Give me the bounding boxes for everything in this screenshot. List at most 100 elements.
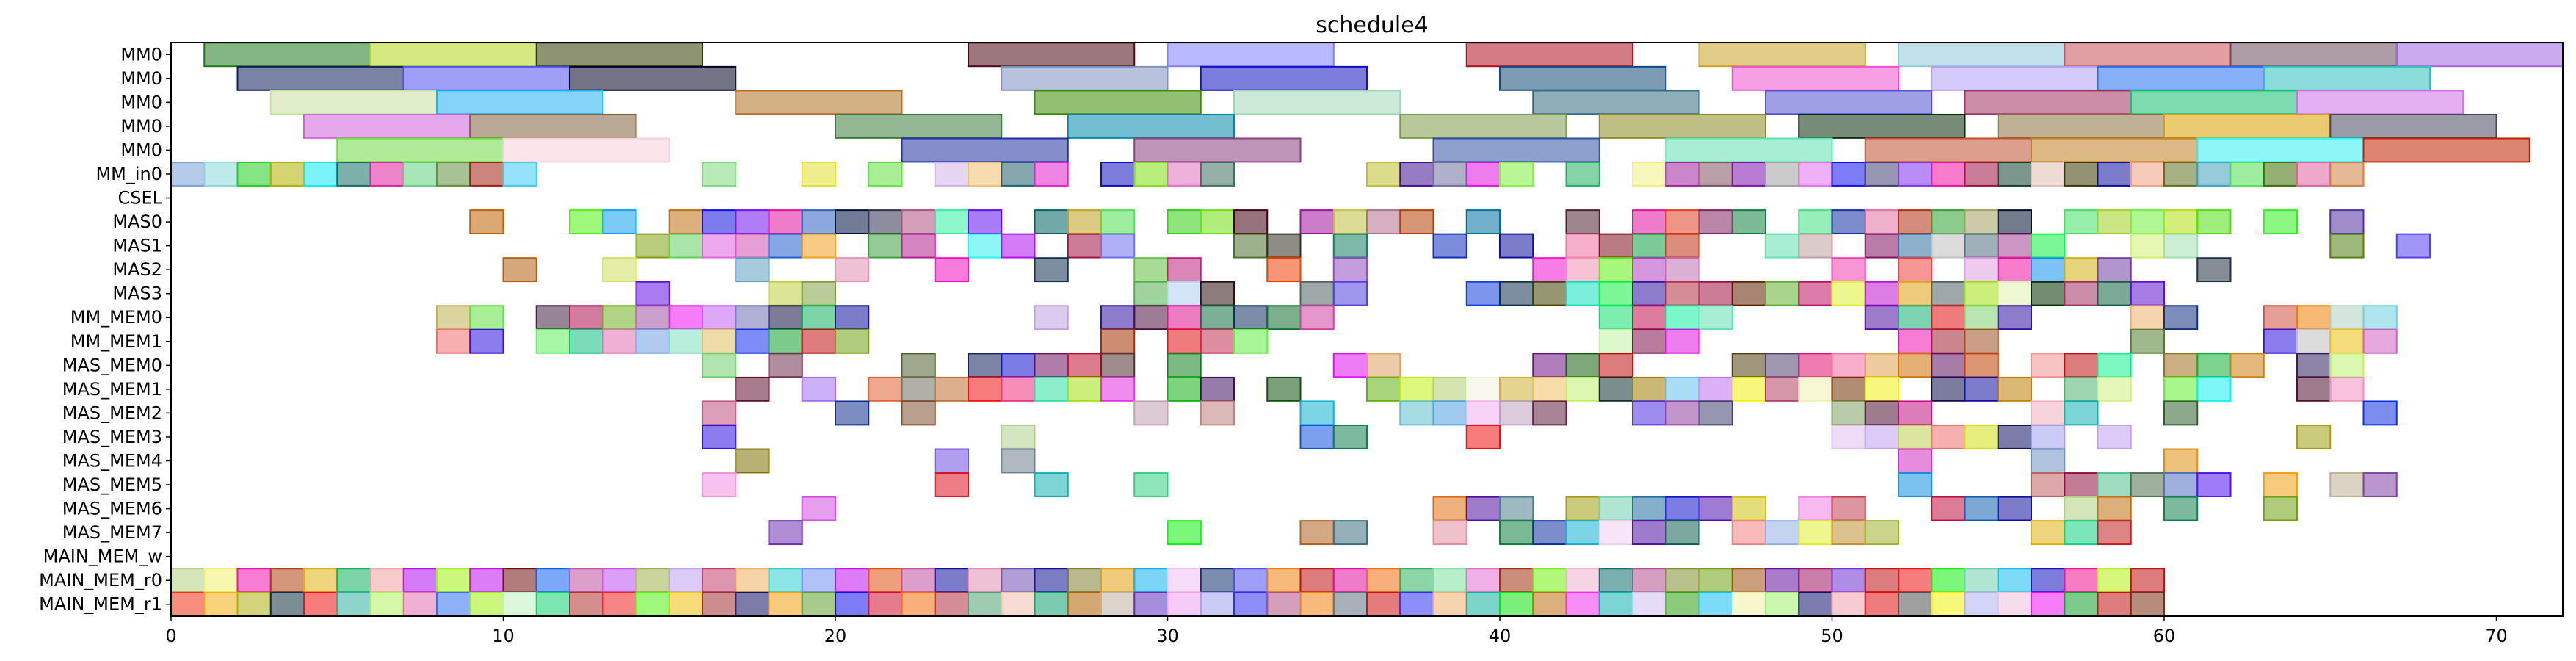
schedule-bar [1598, 353, 1633, 378]
schedule-bar [1532, 568, 1567, 593]
schedule-bar [668, 209, 703, 235]
schedule-bar [2064, 400, 2099, 426]
schedule-bar [2097, 591, 2132, 617]
schedule-bar [1399, 568, 1434, 593]
schedule-bar [668, 305, 703, 330]
x-axis: 0 10 20 30 40 50 60 70 [165, 616, 2508, 646]
schedule-bar [1565, 376, 1600, 402]
schedule-bar [2395, 42, 2564, 68]
schedule-bar [1565, 591, 1600, 617]
schedule-bar [1100, 162, 1136, 187]
schedule-bar [1100, 353, 1136, 378]
schedule-bar [1964, 376, 1999, 402]
schedule-bar [1001, 162, 1036, 187]
schedule-bar [1299, 424, 1335, 449]
schedule-bar [1233, 209, 1269, 235]
schedule-bar [535, 42, 703, 68]
schedule-bar [203, 568, 239, 593]
schedule-bar [1997, 113, 2165, 139]
schedule-bar [1299, 209, 1335, 235]
schedule-bar [2064, 281, 2099, 306]
schedule-bar [1167, 209, 1202, 235]
schedule-bar [1765, 281, 1800, 306]
schedule-bar [735, 233, 770, 259]
schedule-bar [1565, 568, 1600, 593]
schedule-bar [934, 591, 969, 617]
schedule-bar [2163, 233, 2199, 259]
schedule-bar [2097, 472, 2132, 497]
schedule-bar [602, 328, 637, 354]
schedule-bar [2362, 400, 2398, 426]
schedule-bar [1665, 520, 1700, 546]
schedule-bar [502, 137, 670, 163]
schedule-bar [269, 162, 305, 187]
schedule-bar [1798, 233, 1833, 259]
y-tick-label: MAS_MEM0 [62, 355, 162, 375]
schedule-bar [1931, 568, 1966, 593]
schedule-bar [1964, 424, 1999, 449]
schedule-bar [1034, 209, 1069, 235]
schedule-bar [1598, 257, 1633, 283]
schedule-bar [702, 591, 737, 617]
schedule-bar [2296, 305, 2332, 330]
schedule-bar [436, 568, 471, 593]
schedule-bar [2130, 328, 2165, 354]
schedule-bar [1465, 281, 1501, 306]
schedule-bar [1898, 472, 1933, 497]
schedule-bar [1831, 400, 1866, 426]
schedule-bar [835, 257, 870, 283]
schedule-bar [735, 591, 770, 617]
schedule-bar [768, 305, 803, 330]
schedule-bar [1698, 209, 1733, 235]
schedule-bar [502, 162, 537, 187]
schedule-bar [1532, 400, 1567, 426]
schedule-bar [1632, 233, 1667, 259]
y-tick-label: MAS_MEM5 [62, 474, 162, 495]
schedule-bar [1632, 400, 1667, 426]
schedule-bar [735, 305, 770, 330]
y-tick-label: MAS_MEM6 [62, 499, 162, 519]
schedule-bar [569, 328, 604, 354]
schedule-bar [2163, 400, 2199, 426]
schedule-bar [1167, 353, 1202, 378]
schedule-bar [1798, 520, 1833, 546]
schedule-bar [1665, 591, 1700, 617]
schedule-bar [1798, 568, 1833, 593]
schedule-bar [1332, 233, 1368, 259]
schedule-bar [1499, 376, 1534, 402]
schedule-bar [1898, 591, 1933, 617]
schedule-bar [901, 233, 936, 259]
schedule-bar [1665, 233, 1700, 259]
schedule-bar [1200, 400, 1235, 426]
schedule-bar [1167, 281, 1202, 306]
schedule-bar [1864, 568, 1899, 593]
schedule-bar [1731, 376, 1766, 402]
schedule-bar [2064, 591, 2099, 617]
schedule-bar [535, 305, 570, 330]
schedule-bar [1864, 162, 1899, 187]
schedule-bar [1898, 233, 1933, 259]
schedule-bar [535, 568, 570, 593]
schedule-bar [1565, 209, 1600, 235]
schedule-bar [901, 568, 936, 593]
schedule-bar [1831, 424, 1866, 449]
schedule-bar [1898, 568, 1933, 593]
y-axis: MM0 MM0 MM0 MM0 MM0 MM_in0 CSEL MAS0 MAS1 MAS2 MAS… [39, 44, 171, 615]
schedule-bar [1964, 90, 2132, 115]
x-tick-label: 40 [1489, 626, 1512, 646]
plot-frame [170, 42, 2564, 617]
schedule-bar [2296, 90, 2464, 115]
schedule-bar [835, 591, 870, 617]
schedule-bar [1233, 90, 1401, 115]
schedule-bar [1997, 591, 2032, 617]
schedule-bar [1964, 305, 1999, 330]
schedule-bar [336, 162, 371, 187]
schedule-bar [1997, 209, 2032, 235]
y-tick-label: MAS_MEM4 [62, 450, 162, 471]
y-tick-label: MM0 [120, 92, 162, 112]
schedule-bar [1665, 281, 1700, 306]
schedule-bar [469, 113, 637, 139]
y-tick-label: MM_MEM1 [70, 331, 162, 352]
schedule-bar [1765, 353, 1800, 378]
schedule-bar [436, 305, 471, 330]
